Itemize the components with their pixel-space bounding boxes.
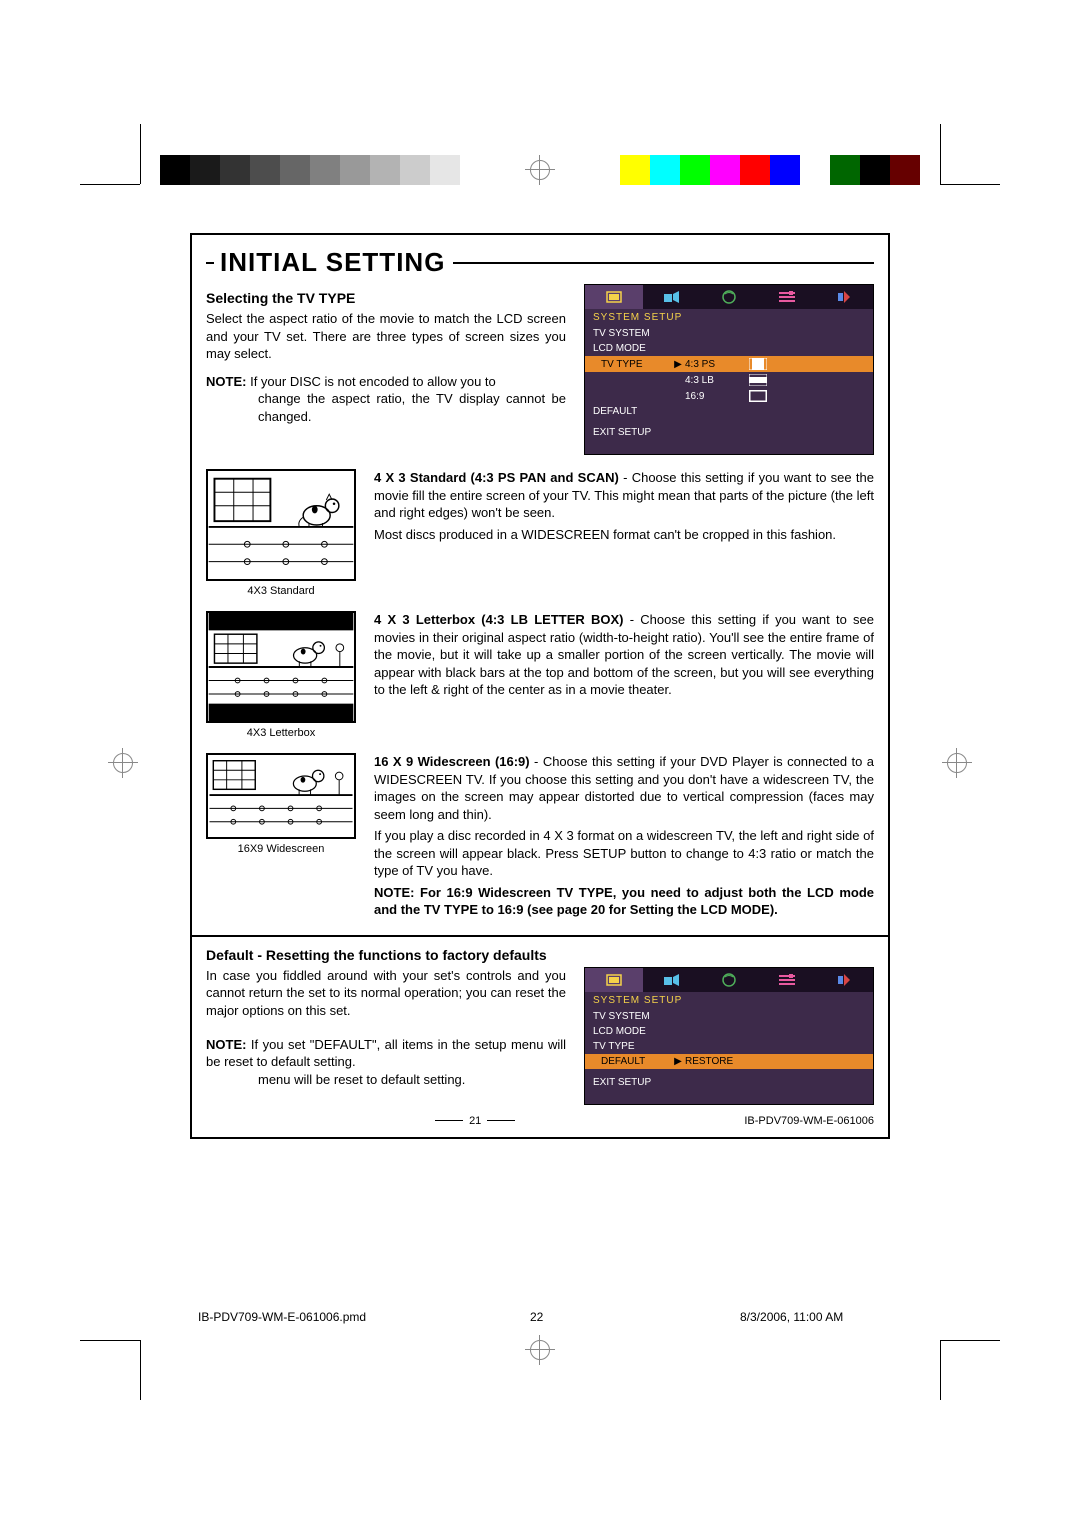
desc-ws-title: 16 X 9 Widescreen (16:9)	[374, 754, 530, 769]
crop-mark	[940, 1340, 941, 1400]
note-cont: change the aspect ratio, the TV display …	[258, 390, 566, 425]
osd-menu-default: SYSTEM SETUPTV SYSTEMLCD MODETV TYPEDEFA…	[584, 967, 874, 1105]
content-frame: INITIAL SETTING Selecting the TV TYPE Se…	[190, 233, 890, 1139]
option-row-lb: 4X3 Letterbox 4 X 3 Letterbox (4:3 LB LE…	[206, 611, 874, 739]
tv-type-note: NOTE: If your DISC is not encoded to all…	[206, 373, 566, 426]
note-body: If you set "DEFAULT", all items in the s…	[206, 1037, 566, 1070]
subheading-tv-type: Selecting the TV TYPE	[206, 290, 566, 306]
color-bar	[590, 155, 920, 185]
thumb-4x3-standard: 4X3 Standard	[206, 469, 356, 597]
doc-id: IB-PDV709-WM-E-061006	[744, 1115, 874, 1127]
grayscale-bar	[160, 155, 490, 185]
illustration-ps	[208, 471, 354, 579]
rule	[453, 262, 874, 264]
desc-ws-body2: If you play a disc recorded in 4 X 3 for…	[374, 827, 874, 880]
note-label: NOTE:	[206, 1037, 246, 1052]
note-cont: menu will be reset to default setting.	[258, 1071, 566, 1089]
crop-mark	[80, 1340, 140, 1341]
meta-datetime: 8/3/2006, 11:00 AM	[740, 1310, 843, 1324]
desc-ws: 16 X 9 Widescreen (16:9) - Choose this s…	[374, 753, 874, 919]
crop-mark	[940, 184, 1000, 185]
section-divider	[192, 935, 888, 937]
illustration-ws	[208, 755, 354, 837]
option-row-ws: 16X9 Widescreen 16 X 9 Widescreen (16:9)…	[206, 753, 874, 919]
crop-mark	[140, 1340, 141, 1400]
registration-mark	[108, 748, 138, 778]
thumb-caption: 4X3 Letterbox	[206, 727, 356, 739]
page-number: 21	[435, 1115, 515, 1127]
crop-mark	[940, 124, 941, 184]
crop-mark	[80, 184, 140, 185]
desc-lb: 4 X 3 Letterbox (4:3 LB LETTER BOX) - Ch…	[374, 611, 874, 739]
page-root: INITIAL SETTING Selecting the TV TYPE Se…	[0, 0, 1080, 1526]
thumb-16x9-widescreen: 16X9 Widescreen	[206, 753, 356, 919]
registration-mark	[525, 1335, 555, 1365]
default-intro: In case you fiddled around with your set…	[206, 967, 566, 1020]
osd-menu-tv-type: SYSTEM SETUPTV SYSTEMLCD MODETV TYPE▶4:3…	[584, 284, 874, 455]
desc-ps-body2: Most discs produced in a WIDESCREEN form…	[374, 526, 874, 544]
illustration-lb	[208, 613, 354, 721]
meta-sheet: 22	[530, 1310, 543, 1324]
thumb-caption: 16X9 Widescreen	[206, 843, 356, 855]
section-title: INITIAL SETTING	[220, 247, 445, 278]
registration-mark	[942, 748, 972, 778]
crop-mark	[940, 1340, 1000, 1341]
note-text: If your DISC is not encoded to allow you…	[250, 374, 496, 389]
tv-type-intro: Select the aspect ratio of the movie to …	[206, 310, 566, 363]
default-note: NOTE: If you set "DEFAULT", all items in…	[206, 1036, 566, 1089]
thumb-caption: 4X3 Standard	[206, 585, 356, 597]
thumb-4x3-letterbox: 4X3 Letterbox	[206, 611, 356, 739]
meta-file: IB-PDV709-WM-E-061006.pmd	[198, 1310, 366, 1324]
registration-mark	[525, 155, 555, 185]
rule	[206, 262, 214, 264]
subheading-default: Default - Resetting the functions to fac…	[206, 947, 874, 963]
desc-ps: 4 X 3 Standard (4:3 PS PAN and SCAN) - C…	[374, 469, 874, 597]
crop-mark	[140, 124, 141, 184]
section-title-row: INITIAL SETTING	[206, 247, 874, 278]
desc-lb-title: 4 X 3 Letterbox (4:3 LB LETTER BOX)	[374, 612, 624, 627]
default-row: In case you fiddled around with your set…	[206, 967, 874, 1105]
desc-ps-title: 4 X 3 Standard (4:3 PS PAN and SCAN)	[374, 470, 619, 485]
tv-type-row: Selecting the TV TYPE Select the aspect …	[206, 284, 874, 455]
page-footer: 21 IB-PDV709-WM-E-061006	[206, 1115, 874, 1127]
option-row-ps: 4X3 Standard 4 X 3 Standard (4:3 PS PAN …	[206, 469, 874, 597]
note-label: NOTE:	[206, 374, 246, 389]
desc-ws-note: NOTE: For 16:9 Widescreen TV TYPE, you n…	[374, 885, 874, 918]
